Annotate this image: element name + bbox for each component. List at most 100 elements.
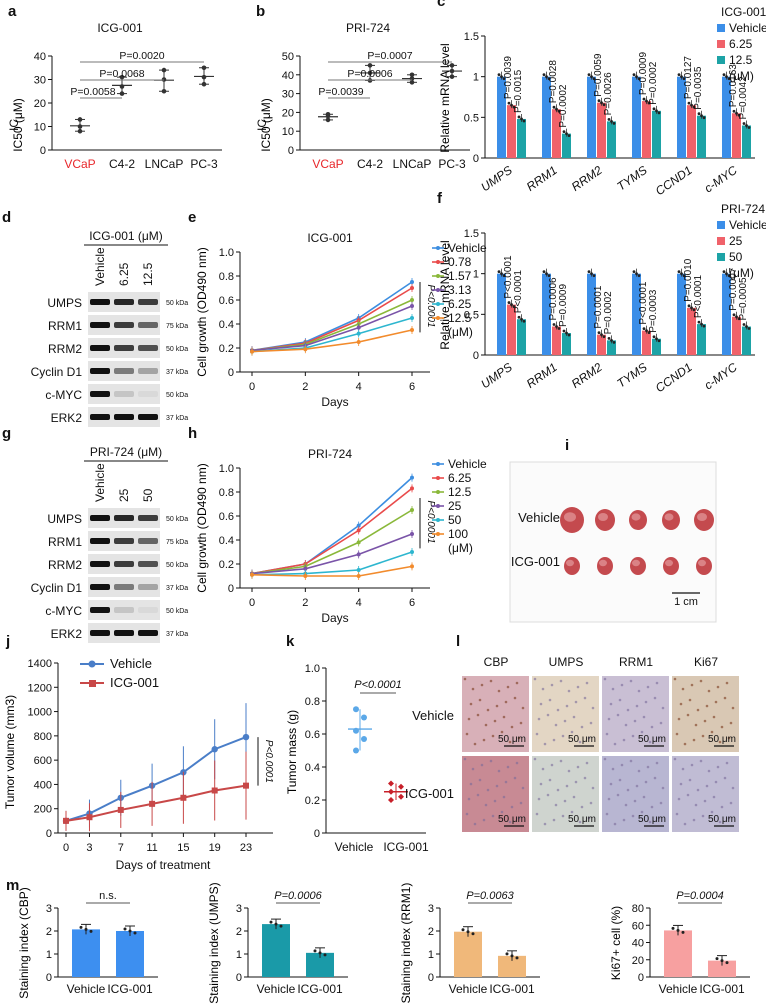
ihc-cell [519,801,523,805]
data-point [361,714,367,721]
ihc-cell [546,793,550,797]
ihc-cell [482,738,486,742]
tumor-highlight [697,513,707,521]
data-point [692,308,696,312]
ihc-cell [467,717,471,721]
blot-band [138,584,158,590]
legend-label: 6.25 [448,471,472,485]
ihc-cell [539,782,543,786]
data-point [502,274,506,278]
x-tick-label: Vehicle [67,982,106,996]
data-point [497,270,501,274]
ihc-cell [493,799,497,803]
ihc-cell [675,732,679,736]
blot-band [114,414,134,420]
bar [732,316,741,355]
ihc-cell [694,723,698,727]
legend-label: Vehicle [729,218,766,232]
ihc-row-label: ICG-001 [405,786,454,801]
data-point [600,333,603,337]
ihc-cell [550,683,554,687]
data-point [471,932,475,936]
bar [742,326,751,355]
data-point [123,927,127,931]
p-value: P<0.0001 [263,740,274,783]
kda-label: 37 kDa [166,415,188,422]
y-axis-label: IC50 (μM) [11,98,25,152]
x-axis-label: Days [321,395,348,409]
blot-band [114,345,134,351]
x-axis-label: Days of treatment [116,858,211,872]
bar [562,333,571,355]
data-point [325,111,331,117]
scale-label: 50 μm [568,734,596,745]
y-axis-label: Tumor volume (mm3) [3,695,17,809]
data-point [610,338,613,342]
blot-row-label: RRM1 [48,319,82,333]
data-point [510,103,513,107]
legend-label: 1.57 [448,269,472,283]
data-point [449,68,455,74]
data-point [592,274,596,278]
blot-band [138,538,158,544]
ihc-cell [611,687,615,691]
ihc-cell [550,763,554,767]
x-tick-label: 4 [356,381,362,393]
ihc-cell [510,725,514,729]
legend-marker [436,504,440,508]
blot-header: PRI-724 (μM) [90,445,162,459]
data-point [602,103,606,107]
y-tick-label: 0.8 [305,696,320,708]
data-point [737,113,741,117]
ihc-cell [554,723,558,727]
ihc-cell [508,820,512,824]
ihc-cell [679,782,683,786]
ihc-cell [692,818,696,822]
data-point [732,109,736,113]
blot-row-label: Cyclin D1 [31,365,83,379]
data-point [700,114,703,118]
kda-label: 50 kDa [166,516,188,523]
y-tick-label: 0.6 [305,729,320,741]
ihc-cell [618,698,622,702]
data-point [647,101,651,105]
y-tick-label: 1400 [28,658,52,670]
data-point [687,304,691,308]
data-point [635,75,638,79]
blot-band [138,630,158,636]
x-tick-label: C4-2 [109,157,135,171]
p-value: P=0.0059 [593,53,604,97]
legend-label: 12.5 [448,311,472,325]
p-value: P<0.0001 [503,255,514,299]
y-tick-label: 1.0 [219,463,234,475]
bar [742,125,751,158]
lane-label: 50 [141,488,155,502]
legend-swatch [717,253,725,261]
blot-row-label: ERK2 [51,627,83,641]
ihc-cell [491,814,495,818]
data-point [552,105,556,109]
blot-band [138,368,158,374]
p-value: P=0.0006 [548,277,559,321]
series-line [251,551,413,576]
data-point [557,109,561,113]
legend-marker [436,462,440,466]
legend-label: Vehicle [729,21,766,35]
legend-swatch [717,221,725,229]
ihc-cell [552,738,556,742]
ihc-cell [637,689,641,693]
ihc-cell [731,786,735,790]
legend-swatch [717,40,725,48]
panel-letter-m: m [6,877,19,894]
data-point [542,73,546,77]
panel-letter-i: i [565,437,569,454]
legend-label: 25 [448,499,462,513]
ihc-cell [653,776,657,780]
data-point [655,109,658,113]
ihc-cell [589,721,593,725]
blot-band [90,630,110,636]
ihc-cell [559,759,563,763]
data-point [637,77,641,81]
data-point [600,101,603,105]
ihc-column-label: Ki67 [694,655,718,669]
